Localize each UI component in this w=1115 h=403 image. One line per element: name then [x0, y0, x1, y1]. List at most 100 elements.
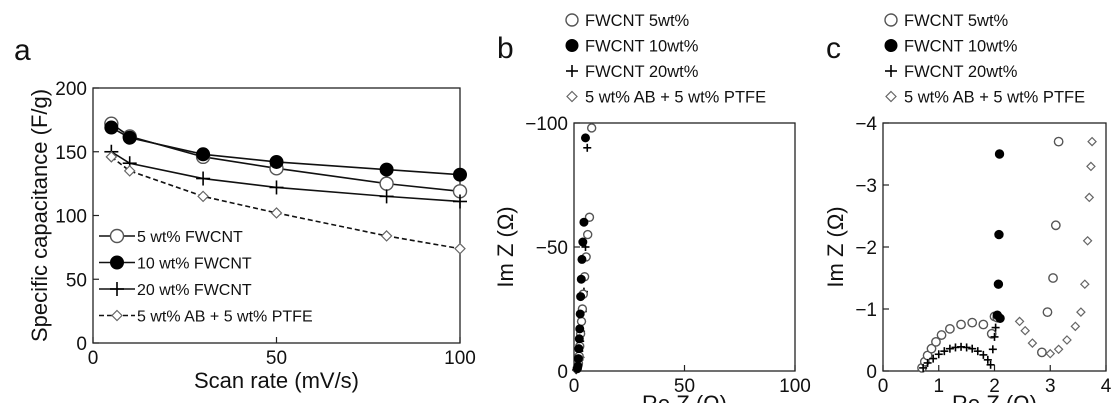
x-tick-label: 50: [674, 376, 695, 397]
data-point: [1084, 192, 1095, 203]
data-point: [576, 274, 586, 284]
data-point: [270, 207, 283, 219]
data-point: [379, 189, 394, 204]
data-point: [196, 171, 211, 186]
data-point: [986, 360, 995, 369]
data-point: [1076, 307, 1086, 317]
x-tick-label: 100: [444, 348, 476, 369]
data-point: [197, 190, 209, 203]
data-point: [196, 147, 211, 162]
data-point: [1042, 307, 1053, 317]
data-point: [583, 229, 593, 240]
y-tick-label: −2: [855, 238, 877, 259]
legend-item: 5 wt% AB + 5 wt% PTFE: [99, 309, 313, 326]
chart-panel-c: 0 1 2 3 4 0 −1 −2 −3 −4 Re Z (Ω) Im Z (Ω) FWCNT 5wt%…: [823, 12, 1112, 403]
legend-label: 5 wt% AB + 5 wt% PTFE: [585, 89, 766, 107]
data-point: [1070, 321, 1081, 332]
data-point: [934, 350, 943, 359]
legend-label: 5 wt% AB + 5 wt% PTFE: [904, 89, 1085, 107]
legend-label: FWCNT 10wt%: [585, 38, 699, 56]
data-point: [931, 336, 941, 347]
data-point: [586, 123, 597, 133]
legend: FWCNT 5wt% FWCNT 10wt% FWCNT 20wt% 5 wt% AB…: [565, 12, 766, 107]
legend-item: 5 wt% FWCNT: [99, 228, 243, 246]
series-5-wt-fwcnt: [104, 116, 468, 199]
data-point: [578, 237, 588, 247]
data-point: [983, 355, 992, 364]
data-point: [583, 143, 592, 152]
panel-letter-c: c: [826, 32, 841, 65]
legend-marker: [885, 90, 897, 103]
data-point: [453, 167, 467, 182]
chart-panel-a: 0 50 100 0 50 100 150 200 Scan rate (mV/s) Specif…: [27, 79, 476, 393]
data-point: [575, 324, 585, 334]
data-point: [1082, 235, 1093, 246]
data-point: [1062, 335, 1072, 345]
y-tick-label: 0: [557, 362, 568, 383]
legend: 5 wt% FWCNT 10 wt% FWCNT 20 wt% FWCNT 5 wt%…: [99, 228, 313, 326]
data-point: [1020, 325, 1031, 336]
series-line: [110, 126, 461, 176]
x-tick-label: 3: [1045, 376, 1056, 397]
data-point: [379, 162, 394, 177]
legend-label: FWCNT 10wt%: [904, 38, 1018, 56]
legend-marker: [885, 65, 897, 77]
legend-item: FWCNT 5wt%: [884, 12, 1009, 30]
y-axis-title: Im Z (Ω): [823, 206, 848, 287]
plot-frame: [573, 122, 796, 372]
data-point: [574, 344, 584, 354]
series-5-wt-ab-5-wt-ptfe: [1014, 136, 1097, 359]
series-fwcnt-20wt: [919, 323, 1000, 372]
y-tick-label: 200: [55, 79, 87, 100]
series-line: [110, 151, 461, 203]
legend-marker: [110, 255, 124, 270]
legend-label: FWCNT 5wt%: [904, 12, 1009, 30]
x-axis-title: Re Z (Ω): [952, 391, 1037, 403]
legend-label: FWCNT 20wt%: [904, 63, 1018, 81]
data-point: [1050, 220, 1061, 231]
data-point: [1053, 344, 1064, 355]
data-point: [995, 313, 1005, 323]
series-fwcnt-10wt: [572, 133, 590, 374]
x-axis-title: Re Z (Ω): [642, 391, 727, 403]
data-point: [104, 120, 119, 135]
legend-marker: [566, 90, 578, 103]
panel-letter-b: b: [497, 32, 514, 65]
x-tick-label: 50: [266, 348, 287, 369]
x-tick-label: 4: [1101, 376, 1112, 397]
data-point: [577, 254, 587, 264]
data-point: [122, 130, 137, 145]
x-tick-label: 2: [989, 376, 1000, 397]
y-axis-title: Specific capacitance (F/g): [27, 89, 52, 342]
x-axis-title: Scan rate (mV/s): [194, 368, 359, 393]
data-point: [994, 229, 1004, 240]
data-point: [994, 149, 1005, 159]
legend-label: 5 wt% AB + 5 wt% PTFE: [137, 309, 313, 326]
legend-label: 5 wt% FWCNT: [137, 229, 243, 246]
data-point: [962, 343, 971, 352]
data-point: [979, 350, 988, 359]
legend-label: FWCNT 20wt%: [585, 63, 699, 81]
data-point: [956, 319, 966, 330]
data-point: [574, 334, 584, 344]
data-point: [926, 343, 937, 354]
legend-item: 5 wt% AB + 5 wt% PTFE: [885, 89, 1085, 107]
legend-item: FWCNT 20wt%: [885, 63, 1018, 81]
legend-label: FWCNT 5wt%: [585, 12, 690, 30]
panel-letter-a: a: [14, 34, 31, 67]
data-point: [919, 363, 928, 372]
y-tick-label: −3: [855, 176, 877, 197]
data-point: [573, 354, 583, 364]
legend-marker: [111, 309, 123, 322]
series-fwcnt-10wt: [992, 149, 1005, 323]
data-point: [584, 212, 595, 222]
data-point: [929, 354, 938, 363]
series-line: [110, 123, 461, 193]
legend-marker: [566, 65, 578, 77]
data-point: [1079, 279, 1090, 290]
legend-item: FWCNT 10wt%: [884, 38, 1018, 56]
data-point: [380, 230, 393, 242]
legend-marker: [565, 13, 579, 27]
legend-item: FWCNT 20wt%: [566, 63, 699, 81]
x-tick-label: 1: [933, 376, 944, 397]
